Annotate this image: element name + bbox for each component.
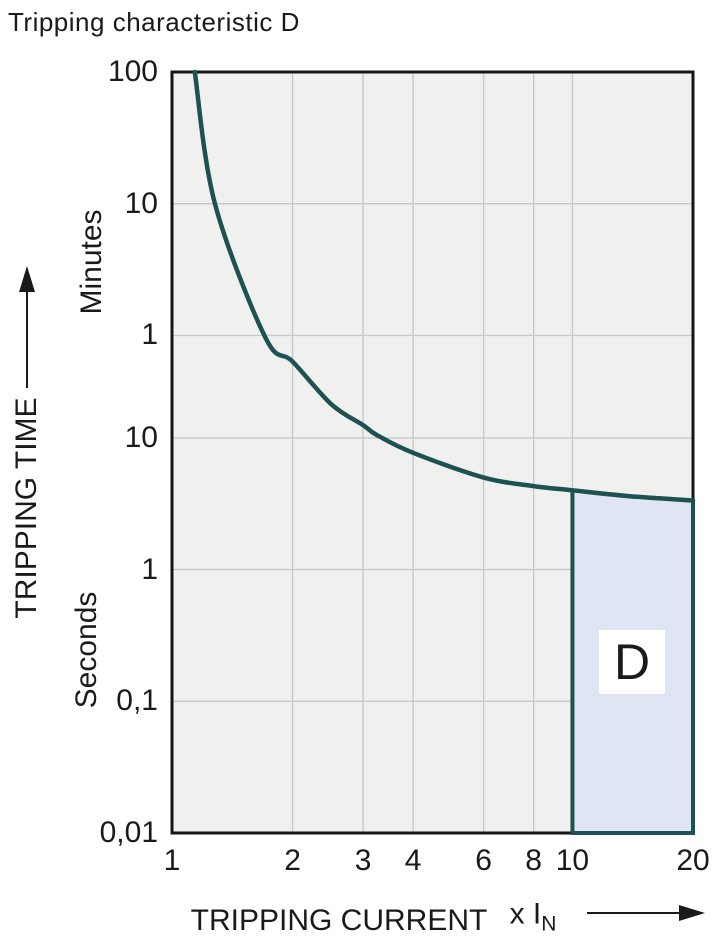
chart-title: Tripping characteristic D (8, 7, 300, 37)
x-tick-label: 6 (475, 844, 492, 877)
y-axis-arrow-icon (19, 266, 35, 388)
plot-frame (170, 70, 695, 835)
x-tick-label: 10 (555, 844, 590, 877)
y-tick-label: 10 (124, 186, 158, 220)
y-tick-label: 1 (141, 318, 158, 352)
y-tick-label: 1 (141, 552, 158, 586)
x-tick-label: 3 (354, 844, 372, 877)
x-tick-label: 20 (676, 844, 710, 877)
y-tick-label: 0,1 (116, 684, 158, 718)
y-unit-minutes-label: Minutes (75, 209, 108, 315)
x-tick-label: 2 (284, 844, 301, 877)
x-unit-label: x IN (509, 897, 557, 936)
x-tick-label: 8 (525, 844, 542, 877)
d-region-label: D (599, 630, 665, 694)
x-unit-subscript: N (541, 912, 557, 936)
tripping-curve (192, 69, 696, 503)
x-tick-label: 4 (404, 844, 422, 877)
y-tick-label: 10 (124, 420, 158, 454)
x-axis-arrow-icon (587, 905, 705, 921)
x-axis-title: TRIPPING CURRENT (190, 904, 488, 937)
x-tick-label: 1 (163, 844, 181, 877)
y-tick-label: 100 (107, 55, 158, 88)
y-tick-label: 0,01 (99, 816, 158, 849)
